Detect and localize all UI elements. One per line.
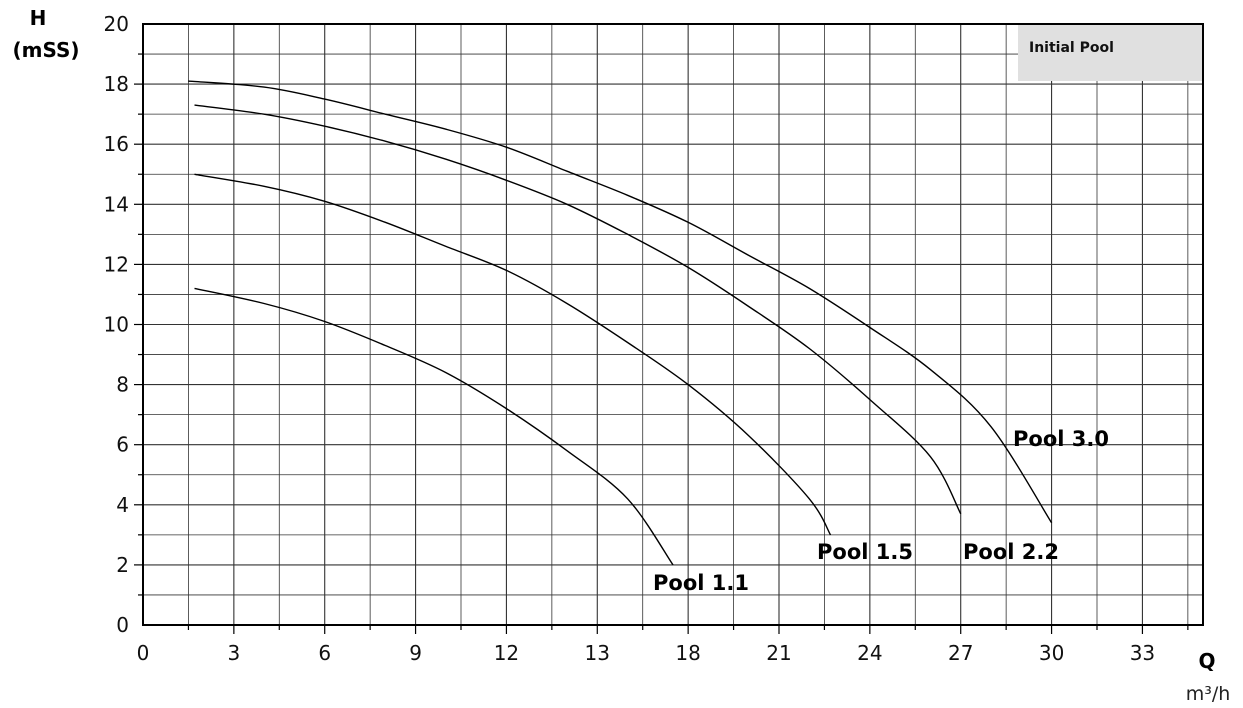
y-tick-label: 14	[104, 192, 129, 216]
curve-pool-3-0	[188, 80, 1053, 524]
x-tick-label: 27	[948, 641, 973, 665]
legend-text: Initial Pool	[1029, 40, 1114, 56]
major-grid	[134, 24, 1203, 634]
x-tick-label: 30	[1039, 641, 1064, 665]
y-tick-label: 10	[104, 313, 129, 337]
series-label-pool-2-2: Pool 2.2	[963, 540, 1059, 564]
x-tick-label: 13	[585, 641, 610, 665]
x-tick-label: 18	[675, 641, 700, 665]
series-label-pool-1-1: Pool 1.1	[653, 571, 749, 595]
y-tick-label: 20	[104, 12, 129, 36]
curve-pool-1-1	[194, 287, 674, 566]
curve-pool-1-5	[194, 173, 832, 536]
x-tick-label: 6	[318, 641, 331, 665]
x-tick-label: 24	[857, 641, 882, 665]
y-axis-title: H	[30, 6, 47, 30]
series-label-pool-3-0: Pool 3.0	[1013, 427, 1109, 451]
y-tick-label: 4	[116, 493, 129, 517]
y-tick-label: 0	[116, 613, 129, 637]
y-tick-label: 18	[104, 72, 129, 96]
x-tick-label: 9	[409, 641, 422, 665]
x-tick-label: 12	[494, 641, 519, 665]
y-axis-unit: (mSS)	[12, 38, 79, 62]
curves	[188, 80, 1053, 566]
x-axis-title: Q	[1198, 649, 1215, 673]
y-tick-label: 6	[116, 433, 129, 457]
legend-box	[1018, 24, 1203, 81]
y-tick-label: 16	[104, 132, 129, 156]
x-tick-label: 33	[1130, 641, 1155, 665]
x-tick-labels: 0 3 6 9 12 13 18 21 24 27 30 33	[137, 641, 1156, 665]
curve-pool-2-2	[194, 104, 962, 515]
x-axis-unit: m³/h	[1186, 683, 1231, 705]
x-tick-label: 3	[227, 641, 240, 665]
series-label-pool-1-5: Pool 1.5	[817, 540, 913, 564]
plot-frame	[142, 23, 1204, 626]
y-tick-label: 8	[116, 373, 129, 397]
y-tick-label: 12	[104, 252, 129, 276]
y-tick-label: 2	[116, 553, 129, 577]
x-tick-label: 0	[137, 641, 150, 665]
y-tick-labels: 0 2 4 6 8 10 12 14 16 18 20	[104, 12, 129, 637]
x-tick-label: 21	[766, 641, 791, 665]
